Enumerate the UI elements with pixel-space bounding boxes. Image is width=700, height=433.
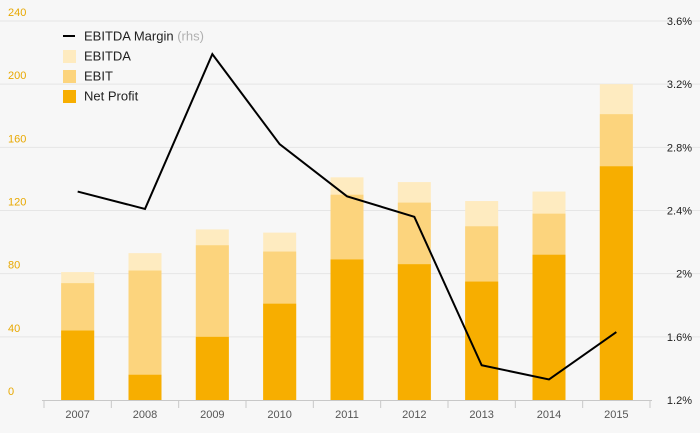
bar-net-profit: [397, 264, 431, 400]
y-tick-label-left: 120: [8, 197, 26, 209]
x-tick-label: 2013: [469, 409, 493, 421]
y-tick-label-right: 3.2%: [667, 79, 692, 91]
bar-net-profit: [195, 336, 229, 400]
margin-line: [77, 52, 617, 381]
axes: 0 40 80 120 160 200 240 1.2% 1.6% 2% 2.4% 2.8% 3.2% 3…: [8, 7, 692, 421]
legend-label: EBITDA: [84, 49, 131, 64]
x-tick-label: 2008: [133, 409, 157, 421]
x-tick-label: 2009: [200, 409, 224, 421]
bar-net-profit: [330, 259, 364, 400]
y-tick-label-left: 40: [8, 323, 20, 335]
legend-swatch: [63, 50, 76, 63]
y-tick-label-left: 160: [8, 133, 26, 145]
y-tick-label-right: 3.6%: [667, 16, 692, 28]
legend-label-suffix: (rhs): [177, 29, 204, 44]
y-tick-label-left: 200: [8, 70, 26, 82]
legend-label: EBIT: [84, 69, 113, 84]
y-tick-label-left: 0: [8, 386, 14, 398]
y-tick-label-right: 1.2%: [667, 395, 692, 407]
x-tick-label: 2011: [335, 409, 359, 421]
x-tick-label: 2015: [604, 409, 628, 421]
bar-net-profit: [61, 330, 95, 400]
x-tick-label: 2007: [65, 409, 89, 421]
bar-net-profit: [599, 166, 633, 400]
y-tick-label-left: 80: [8, 260, 20, 272]
legend-swatch: [63, 90, 76, 103]
bar-net-profit: [263, 303, 297, 400]
legend-swatch: [63, 70, 76, 83]
y-tick-label-right: 1.6%: [667, 332, 692, 344]
y-tick-label-left: 240: [8, 7, 26, 19]
bar-net-profit: [128, 374, 162, 400]
legend: EBITDA Margin (rhs) EBITDA EBIT Net Profit: [63, 29, 204, 104]
x-tick-label: 2014: [537, 409, 561, 421]
y-tick-label-right: 2.4%: [667, 206, 692, 218]
line-ebitda-margin: [77, 52, 617, 381]
legend-label: EBITDA Margin (rhs): [84, 29, 204, 44]
x-tick-label: 2010: [267, 409, 291, 421]
bars: [61, 84, 633, 401]
bar-net-profit: [532, 254, 566, 400]
legend-label: Net Profit: [84, 89, 139, 104]
x-tick-label: 2012: [402, 409, 426, 421]
y-tick-label-right: 2.8%: [667, 142, 692, 154]
y-tick-label-right: 2%: [676, 269, 692, 281]
